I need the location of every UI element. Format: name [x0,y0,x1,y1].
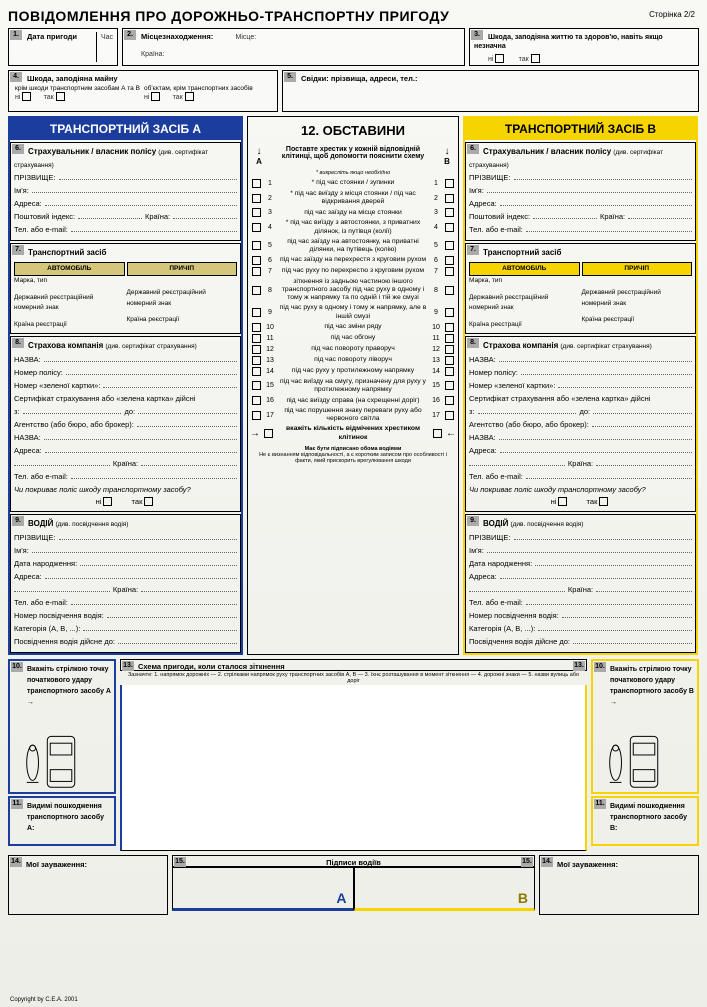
section-11a: 11. Видимі пошкодження транспортного зас… [8,796,116,846]
main-title: ПОВІДОМЛЕННЯ ПРО ДОРОЖНЬО-ТРАНСПОРТНУ ПР… [8,8,699,24]
checkbox-b[interactable] [445,241,454,250]
checkbox-a[interactable] [252,334,261,343]
checkbox-a[interactable] [252,286,261,295]
checkbox-a[interactable] [252,208,261,217]
checkbox-a[interactable] [252,308,261,317]
checkbox-b[interactable] [445,334,454,343]
checkbox-b[interactable] [445,323,454,332]
checkbox-b[interactable] [445,345,454,354]
checkbox-a[interactable] [252,411,261,420]
box-damage: 4. Шкода, заподіяна майну крім шкоди тра… [8,70,278,112]
checkbox-b[interactable] [445,381,454,390]
signature-a[interactable]: А [172,867,354,911]
checkbox-a[interactable] [252,194,261,203]
section-8a: 8. Страхова компанія (див. сертифікат ст… [10,336,241,512]
box-location: 2. Місцезнаходження: Місце: Країна: [122,28,465,66]
arrow-down-icon: ↓ [257,146,262,157]
header-circ: 12. ОБСТАВИНИ [248,117,458,144]
checkbox-b[interactable] [445,208,454,217]
page-number: Сторінка 2/2 [649,10,695,19]
section-14a: 14. Мої зауваження: [8,855,168,915]
section-6b: 6. Страхувальник / власник полісу (див. … [465,142,696,241]
section-8b: 8. Страхова компанія (див. сертифікат ст… [465,336,696,512]
sketch-area[interactable] [120,685,587,851]
header-a: ТРАНСПОРТНИЙ ЗАСІБ А [10,118,241,140]
car-diagram-icon [596,708,694,798]
section-11b: 11. Видимі пошкодження транспортного зас… [591,796,699,846]
checkbox-b[interactable] [445,367,454,376]
circumstances-column: 12. ОБСТАВИНИ ↓A Поставте хрестик у кожн… [247,116,459,655]
section-6a: 6. Страхувальник / власник полісу (див. … [10,142,241,241]
section-13-header: 13. Схема пригоди, коли сталося зіткненн… [120,659,587,671]
checkbox-a[interactable] [252,223,261,232]
checkbox-a[interactable] [252,356,261,365]
checkbox-a[interactable] [252,179,261,188]
header-b: ТРАНСПОРТНИЙ ЗАСІБ В [465,118,696,140]
checkbox-a[interactable] [252,241,261,250]
vehicle-b-column: ТРАНСПОРТНИЙ ЗАСІБ В 6. Страхувальник / … [463,116,698,655]
checkbox-b[interactable] [445,308,454,317]
vehicle-a-column: ТРАНСПОРТНИЙ ЗАСІБ А 6. Страхувальник / … [8,116,243,655]
checkbox-b[interactable] [445,256,454,265]
section-10a: 10. Вкажіть стрілкою точку початкового у… [8,659,116,794]
checkbox-a[interactable] [252,367,261,376]
checkbox-a[interactable] [252,396,261,405]
checkbox-b[interactable] [445,267,454,276]
section-7b: 7. Транспортний засіб АВТОМОБІЛЬ Марка, … [465,243,696,334]
checkbox-a[interactable] [252,345,261,354]
copyright: Copyright by C.E.A. 2001 [10,997,78,1003]
checkbox-b[interactable] [445,356,454,365]
checkbox-b[interactable] [445,411,454,420]
checkbox-b[interactable] [445,396,454,405]
section-10b: 10. Вкажіть стрілкою точку початкового у… [591,659,699,794]
checkbox[interactable] [495,54,504,63]
checkbox-b[interactable] [445,223,454,232]
checkbox[interactable] [531,54,540,63]
checkbox-b[interactable] [445,194,454,203]
arrow-down-icon: ↓ [445,146,450,157]
section-7a: 7. Транспортний засіб АВТОМОБІЛЬ Марка, … [10,243,241,334]
car-diagram-icon [13,708,111,798]
checkbox-a[interactable] [252,267,261,276]
box-injury: 3. Шкода, заподіяна життю та здоров'ю, н… [469,28,699,66]
checkbox-a[interactable] [252,381,261,390]
checkbox-b[interactable] [445,179,454,188]
page: ПОВІДОМЛЕННЯ ПРО ДОРОЖНЬО-ТРАНСПОРТНУ ПР… [0,0,707,1007]
box-date: 1. Дата пригоди Час [8,28,118,66]
checkbox-a[interactable] [252,256,261,265]
checkbox-b[interactable] [445,286,454,295]
section-9a: 9. ВОДІЙ (див. посвідчення водія) ПРІЗВИ… [10,514,241,653]
signature-b[interactable]: В [354,867,536,911]
section-14b: 14. Мої зауваження: [539,855,699,915]
section-9b: 9. ВОДІЙ (див. посвідчення водія) ПРІЗВИ… [465,514,696,653]
checkbox-a[interactable] [252,323,261,332]
section-15-header: 15. Підписи водіїв 15. [172,855,535,867]
box-witnesses: 5. Свідки: прізвища, адреси, тел.: [282,70,699,112]
